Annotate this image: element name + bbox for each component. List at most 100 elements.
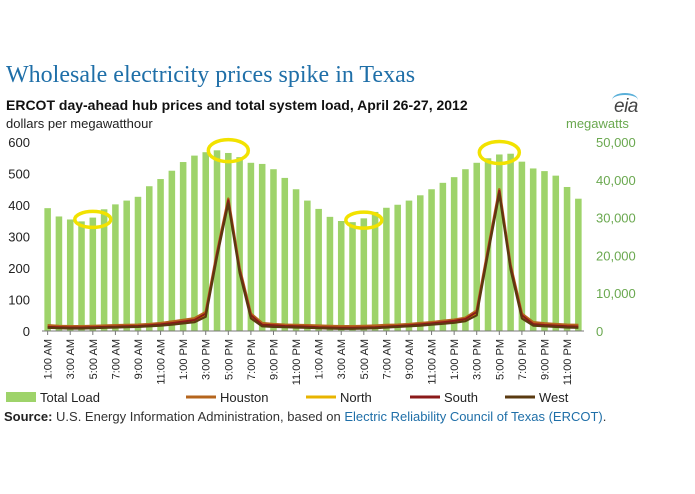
eia-logo: eia: [614, 96, 638, 117]
chart-title: Wholesale electricity prices spike in Te…: [6, 62, 416, 88]
load-bar: [44, 208, 51, 331]
load-bar: [507, 153, 514, 331]
x-tick-label: 3:00 AM: [65, 339, 77, 379]
load-bar: [179, 162, 187, 331]
load-bar: [439, 182, 447, 331]
x-tick-label: 9:00 PM: [268, 339, 280, 380]
load-bar: [123, 200, 130, 331]
load-bar: [258, 163, 266, 331]
legend-label: Total Load: [40, 390, 100, 405]
load-bar: [394, 204, 401, 331]
x-tick-label: 7:00 PM: [517, 339, 529, 380]
load-bar: [78, 221, 85, 331]
highlight-layer: [73, 137, 522, 230]
left-tick-label: 300: [8, 230, 30, 245]
right-tick-label: 20,000: [596, 248, 636, 263]
legend-swatch: [6, 392, 36, 402]
highlight-ellipse: [73, 209, 113, 230]
load-bar: [326, 216, 334, 331]
load-bar: [371, 211, 379, 331]
x-tick-label: 11:00 PM: [291, 339, 303, 385]
highlight-ellipse: [206, 137, 251, 164]
load-bar: [134, 196, 142, 331]
load-bar: [270, 169, 277, 331]
load-bar: [541, 171, 548, 331]
right-axis-label: megawatts: [566, 116, 629, 131]
load-bar: [496, 154, 503, 331]
x-tick-label: 9:00 AM: [133, 339, 145, 379]
load-bar: [247, 162, 255, 331]
x-tick-label: 3:00 AM: [336, 339, 348, 379]
load-bar: [112, 204, 119, 331]
load-bar: [315, 208, 322, 331]
chart-subtitle: ERCOT day-ahead hub prices and total sys…: [6, 97, 468, 113]
x-tick-label: 7:00 AM: [381, 339, 393, 379]
legend-label: West: [539, 390, 569, 405]
load-bar: [349, 222, 356, 331]
load-bar: [292, 189, 300, 331]
line-west: [47, 192, 579, 330]
right-tick-label: 10,000: [596, 286, 636, 301]
load-bar: [281, 177, 289, 331]
x-tick-label: 5:00 PM: [223, 339, 235, 380]
eia-logo-arc-icon: [612, 93, 638, 107]
x-tick-label: 3:00 PM: [472, 339, 484, 380]
load-bar: [383, 207, 390, 331]
right-tick-label: 50,000: [596, 135, 636, 150]
load-bar: [66, 219, 74, 331]
legend-label: Houston: [220, 390, 268, 405]
legend-label: South: [444, 390, 478, 405]
x-tick-label: 11:00 PM: [562, 339, 574, 385]
right-tick-label: 30,000: [596, 211, 636, 226]
load-bar: [304, 200, 311, 331]
ercot-link[interactable]: Electric Reliability Council of Texas (E…: [344, 409, 603, 424]
left-tick-label: 0: [23, 324, 30, 339]
axes-layer: 0 100 200 300 400 500 600 0 10,000 20,000 30,000 40…: [8, 135, 635, 385]
load-bar: [89, 217, 97, 331]
x-tick-label: 3:00 PM: [201, 339, 213, 380]
price-load-chart: 0 100 200 300 400 500 600 0 10,000 20,000 30,000 40…: [6, 135, 636, 405]
left-axis-label: dollars per megawatthour: [6, 116, 153, 131]
load-bar: [575, 198, 582, 331]
x-tick-label: 7:00 PM: [246, 339, 258, 380]
x-tick-label: 5:00 PM: [494, 339, 506, 380]
left-tick-label: 400: [8, 198, 30, 213]
load-bar: [213, 150, 221, 331]
bars-layer: [44, 150, 582, 331]
load-bar: [157, 179, 164, 331]
load-bar: [168, 170, 176, 331]
x-tick-label: 9:00 PM: [539, 339, 551, 380]
load-bar: [450, 177, 458, 331]
load-bar: [360, 218, 368, 331]
load-bar: [236, 157, 243, 331]
load-bar: [337, 221, 345, 331]
legend-layer: Total Load Houston North South West: [6, 390, 569, 405]
x-tick-label: 5:00 AM: [88, 339, 100, 379]
x-tick-label: 1:00 PM: [449, 339, 461, 380]
source-text: U.S. Energy Information Administration, …: [52, 409, 345, 424]
x-tick-label: 7:00 AM: [110, 339, 122, 379]
x-tick-label: 9:00 AM: [404, 339, 416, 379]
load-bar: [202, 152, 210, 331]
load-bar: [552, 175, 560, 331]
lines-layer: [47, 188, 579, 330]
load-bar: [428, 189, 435, 331]
highlight-ellipse: [344, 210, 384, 230]
source-label: Source:: [4, 409, 53, 424]
legend-label: North: [340, 390, 372, 405]
load-bar: [191, 155, 198, 331]
x-tick-label: 1:00 AM: [43, 339, 55, 379]
left-tick-label: 100: [8, 293, 30, 308]
load-bar: [462, 169, 469, 331]
load-bar: [55, 216, 63, 331]
x-tick-label: 11:00 AM: [427, 339, 439, 385]
load-bar: [563, 186, 571, 331]
load-bar: [145, 186, 153, 331]
load-bar: [529, 168, 537, 331]
x-tick-label: 11:00 AM: [156, 339, 168, 385]
load-bar: [473, 162, 481, 331]
highlight-ellipse: [477, 139, 522, 166]
source-note: Source: U.S. Energy Information Administ…: [4, 409, 606, 424]
load-bar: [416, 195, 424, 331]
right-tick-label: 40,000: [596, 173, 636, 188]
